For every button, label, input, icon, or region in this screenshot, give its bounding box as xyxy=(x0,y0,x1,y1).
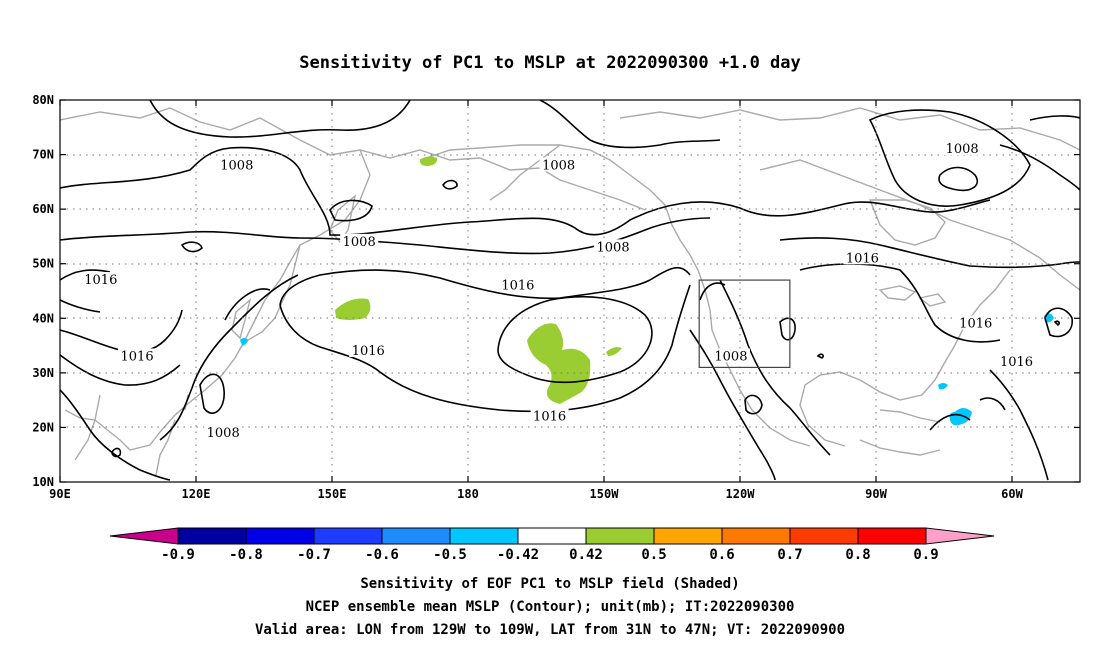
contour-label-bg xyxy=(539,157,578,172)
colorbar-tick-label: 0.9 xyxy=(913,547,938,563)
contour-label: 1016 xyxy=(121,349,154,364)
contour-label: 1008 xyxy=(714,349,747,364)
lat-label: 60N xyxy=(32,202,54,216)
lat-label: 40N xyxy=(32,311,54,325)
contour-label: 1016 xyxy=(352,344,385,359)
colorbar-tick-label: 0.5 xyxy=(641,547,666,563)
contour-label-bg xyxy=(217,157,256,172)
valid-area-box xyxy=(698,279,791,369)
contour-label-bg xyxy=(349,343,388,358)
lon-label: 150E xyxy=(318,487,347,501)
map-panel: 1008 1008 1008 1008 1008 1008 1008 1016 1016 1016… xyxy=(32,93,1081,501)
contour-label-bg xyxy=(843,250,882,265)
colorbar-tick-label: -0.9 xyxy=(161,547,195,563)
lat-label: 70N xyxy=(32,148,54,162)
colorbar-tick-label: 0.8 xyxy=(845,547,870,563)
contour-label-bg xyxy=(340,233,379,248)
contour-label: 1008 xyxy=(207,426,240,441)
lat-label: 20N xyxy=(32,420,54,434)
colorbar-tick-label: -0.6 xyxy=(365,547,399,563)
contour-label: 1016 xyxy=(1000,355,1033,370)
shaded-positive xyxy=(335,156,622,404)
contour-label-bg xyxy=(594,239,633,254)
colorbar-tick-label: 0.7 xyxy=(777,547,802,563)
contour-label-bg xyxy=(956,315,995,330)
figure-title: Sensitivity of PC1 to MSLP at 2022090300… xyxy=(299,53,801,73)
contour-label: 1008 xyxy=(597,240,630,255)
grid-lines xyxy=(60,100,1080,482)
contour-label: 1008 xyxy=(220,158,253,173)
contour-label-bg xyxy=(204,424,243,439)
colorbar-swatch xyxy=(381,527,451,545)
lon-label: 90W xyxy=(865,487,887,501)
colorbar-tick-label: -0.5 xyxy=(433,547,467,563)
mslp-contours xyxy=(60,100,1080,481)
colorbar-swatch xyxy=(245,527,315,545)
colorbar-tick-label: -0.42 xyxy=(497,547,539,563)
colorbar-tick-label: -0.7 xyxy=(297,547,331,563)
colorbar-swatch xyxy=(449,527,519,545)
contour-label-bg xyxy=(530,408,569,423)
colorbar-swatch xyxy=(653,527,723,545)
colorbar: -0.9 -0.8 -0.7 -0.6 -0.5 -0.42 0.42 0.5 0.6 0.7 0.… xyxy=(109,527,995,563)
contour-label-bg xyxy=(498,277,537,292)
map-frame xyxy=(59,99,1081,483)
caption-line-3: Valid area: LON from 129W to 109W, LAT f… xyxy=(255,622,845,638)
contour-label: 1016 xyxy=(501,279,534,294)
colorbar-swatch xyxy=(517,527,587,545)
longitude-labels: 90E 120E 150E 180 150W 120W 90W 60W xyxy=(49,487,1023,501)
contour-label: 1008 xyxy=(343,235,376,250)
contour-label-bg xyxy=(81,272,120,287)
colorbar-swatch xyxy=(789,527,859,545)
contour-label-bg xyxy=(118,348,157,363)
contour-label: 1008 xyxy=(542,158,575,173)
axis-ticks xyxy=(59,99,1080,483)
lon-label: 120W xyxy=(726,487,756,501)
lon-label: 120E xyxy=(182,487,211,501)
colorbar-tick-label: 0.42 xyxy=(569,547,603,563)
coastlines xyxy=(60,107,1080,476)
lat-label: 50N xyxy=(32,257,54,271)
lon-label: 90E xyxy=(49,487,71,501)
colorbar-tick-label: -0.8 xyxy=(229,547,263,563)
colorbar-tick-label: 0.6 xyxy=(709,547,734,563)
lat-label: 10N xyxy=(32,475,54,489)
contour-label: 1016 xyxy=(533,410,566,425)
shaded-negative xyxy=(240,313,1054,426)
colorbar-swatch xyxy=(585,527,655,545)
contour-labels: 1008 1008 1008 1008 1008 1008 1008 1016 1016 1016… xyxy=(81,141,1036,441)
latitude-labels: 80N 70N 60N 50N 40N 30N 20N 10N xyxy=(32,93,54,489)
caption-line-2: NCEP ensemble mean MSLP (Contour); unit(… xyxy=(306,599,795,615)
contour-label-bg xyxy=(997,353,1036,368)
lon-label: 60W xyxy=(1001,487,1023,501)
caption-line-1: Sensitivity of EOF PC1 to MSLP field (Sh… xyxy=(360,576,739,592)
contour-label: 1008 xyxy=(946,142,979,157)
contour-label-bg xyxy=(943,141,982,156)
colorbar-swatch xyxy=(177,527,247,545)
lat-label: 80N xyxy=(32,93,54,107)
colorbar-swatch xyxy=(313,527,383,545)
contour-label: 1016 xyxy=(959,317,992,332)
colorbar-swatch xyxy=(857,527,927,545)
colorbar-arrow-low xyxy=(109,527,179,545)
contour-label: 1016 xyxy=(84,273,117,288)
contour-label: 1016 xyxy=(846,251,879,266)
colorbar-arrow-high xyxy=(925,527,995,545)
colorbar-swatch xyxy=(721,527,791,545)
lon-label: 150W xyxy=(590,487,620,501)
lon-label: 180 xyxy=(457,487,479,501)
lat-label: 30N xyxy=(32,366,54,380)
contour-label-bg xyxy=(711,348,750,363)
